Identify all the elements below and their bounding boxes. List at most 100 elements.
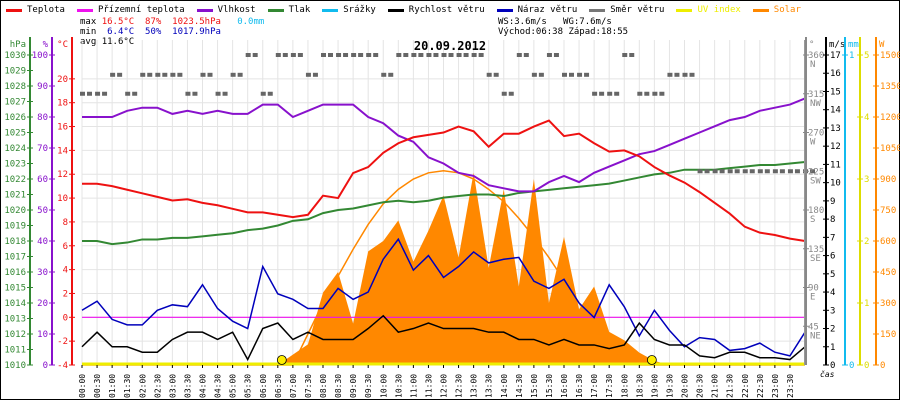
wind-direction-point bbox=[366, 53, 372, 57]
sunset: Západ:18:55 bbox=[568, 27, 629, 37]
x-tick-label: 20:00 bbox=[681, 374, 690, 398]
series-humidity-line bbox=[82, 97, 806, 193]
legend-swatch bbox=[589, 8, 606, 12]
legend-item: UV index bbox=[676, 3, 741, 17]
legend-swatch bbox=[6, 8, 22, 12]
direction-axis-tick-label: 90 bbox=[808, 284, 819, 294]
legend-label: Náraz větru bbox=[517, 5, 578, 15]
stats-max-row: max 16.5°C 87% 1023.5hPa 0.0mm bbox=[80, 17, 264, 27]
legend-label: Vlhkost bbox=[217, 5, 256, 15]
wind-axis-tick-label: 4 bbox=[830, 288, 835, 298]
uv-axis-tick-label: 1 bbox=[864, 299, 869, 309]
wind-direction-point bbox=[117, 72, 123, 77]
x-tick-label: 07:30 bbox=[304, 374, 313, 398]
temperature-axis-tick-label: 14 bbox=[57, 146, 68, 156]
direction-axis-tick-label: 315 bbox=[808, 90, 824, 100]
legend-swatch bbox=[76, 8, 93, 12]
sun-marker bbox=[646, 355, 657, 365]
wind-direction-point bbox=[177, 72, 183, 77]
wind-direction-point bbox=[584, 72, 590, 77]
series-layer bbox=[80, 53, 815, 366]
pressure-axis-tick-label: 1026 bbox=[4, 113, 26, 123]
x-tick-label: 15:30 bbox=[545, 374, 554, 398]
avg-wind-gust: WG:7.6m/s bbox=[563, 17, 612, 27]
stats-panel: max 16.5°C 87% 1023.5hPa 0.0mm min 6.4°C… bbox=[0, 17, 628, 77]
wind-direction-point bbox=[267, 91, 273, 96]
pressure-axis-tick-label: 1011 bbox=[4, 346, 26, 356]
solar-axis-tick-label: 900 bbox=[880, 175, 896, 185]
legend-swatch bbox=[196, 8, 213, 12]
wind-axis-tick-label: 1 bbox=[830, 343, 835, 353]
wind-direction-point bbox=[418, 53, 424, 57]
max-temp: 16.5°C bbox=[101, 17, 135, 27]
x-tick-label: 23:30 bbox=[786, 374, 795, 398]
wind-direction-point bbox=[282, 53, 288, 57]
humidity-axis-tick-label: 70 bbox=[37, 144, 48, 154]
legend-swatch bbox=[676, 8, 693, 12]
wind-direction-point bbox=[757, 169, 763, 174]
humidity-axis-tick-label: 0 bbox=[43, 361, 48, 371]
wind-direction-point bbox=[147, 72, 153, 77]
wind-direction-point bbox=[80, 91, 85, 96]
uv-axis-tick-label: 2 bbox=[864, 237, 869, 247]
wind-axis-tick-label: 7 bbox=[830, 233, 835, 243]
direction-axis-tick-label: 135 bbox=[808, 245, 824, 255]
x-tick-label: 22:30 bbox=[756, 374, 765, 398]
wind-direction-point bbox=[659, 91, 665, 96]
wind-direction-point bbox=[471, 53, 477, 57]
x-tick-label: 16:30 bbox=[575, 374, 584, 398]
wind-direction-point bbox=[652, 91, 658, 96]
wind-direction-point bbox=[305, 72, 311, 77]
wind-direction-point bbox=[162, 72, 168, 77]
legend-label: Přízemní teplota bbox=[97, 5, 185, 15]
legend-item: Teplota bbox=[6, 3, 65, 17]
pressure-axis-tick-label: 1017 bbox=[4, 253, 26, 263]
series-solar-area bbox=[82, 172, 805, 365]
wind-direction-point bbox=[749, 169, 755, 174]
temperature-axis-tick-label: 10 bbox=[57, 194, 68, 204]
wind-direction-point bbox=[787, 169, 793, 174]
wind-direction-point bbox=[252, 53, 258, 57]
max-humidity: 87% bbox=[145, 17, 162, 27]
wind-direction-point bbox=[200, 72, 206, 77]
x-tick-label: 04:00 bbox=[199, 374, 208, 398]
wind-direction-point bbox=[493, 72, 499, 77]
wind-direction-point bbox=[794, 169, 800, 174]
wind-direction-point bbox=[607, 91, 613, 96]
wind-direction-point bbox=[260, 91, 266, 96]
legend-item: Vlhkost bbox=[196, 3, 256, 17]
temperature-axis-tick-label: 20 bbox=[57, 75, 68, 85]
wind-axis-tick-label: 2 bbox=[830, 325, 835, 335]
legend-label: Solar bbox=[773, 5, 801, 15]
x-tick-label: 19:30 bbox=[665, 374, 674, 398]
x-tick-label: 02:00 bbox=[138, 374, 147, 398]
wind-direction-point bbox=[411, 53, 417, 57]
x-axis-label: čas bbox=[820, 369, 835, 379]
pressure-axis-tick-label: 1029 bbox=[4, 67, 26, 77]
wind-direction-point bbox=[727, 169, 733, 174]
rain-axis-tick-label: 0 bbox=[849, 361, 854, 371]
wind-direction-point bbox=[577, 72, 583, 77]
direction-axis-tick-label: 45 bbox=[808, 322, 819, 332]
temperature-axis-tick-label: 16 bbox=[57, 123, 68, 133]
direction-axis-tick-label: 270 bbox=[808, 129, 824, 139]
wind-direction-point bbox=[87, 91, 92, 96]
x-tick-label: 15:00 bbox=[530, 374, 539, 398]
solar-axis-unit: W bbox=[879, 40, 885, 50]
wind-direction-point bbox=[463, 53, 469, 57]
pressure-axis-tick-label: 1019 bbox=[4, 222, 26, 232]
pressure-axis-tick-label: 1025 bbox=[4, 129, 26, 139]
legend-swatch bbox=[267, 8, 284, 12]
chart-title: 20.09.2012 bbox=[414, 39, 486, 53]
sunrise: Východ:06:38 bbox=[498, 27, 564, 37]
x-tick-label: 04:30 bbox=[214, 374, 223, 398]
wind-direction-point bbox=[644, 91, 650, 96]
humidity-axis-tick-label: 100 bbox=[32, 51, 48, 61]
wind-direction-point bbox=[222, 91, 228, 96]
legend-label: UV index bbox=[697, 5, 741, 15]
legend-item: Srážky bbox=[322, 3, 376, 17]
x-tick-label: 13:00 bbox=[470, 374, 479, 398]
temperature-axis-tick-label: -2 bbox=[57, 337, 68, 347]
legend-swatch bbox=[322, 8, 339, 12]
wind-direction-point bbox=[810, 169, 815, 174]
